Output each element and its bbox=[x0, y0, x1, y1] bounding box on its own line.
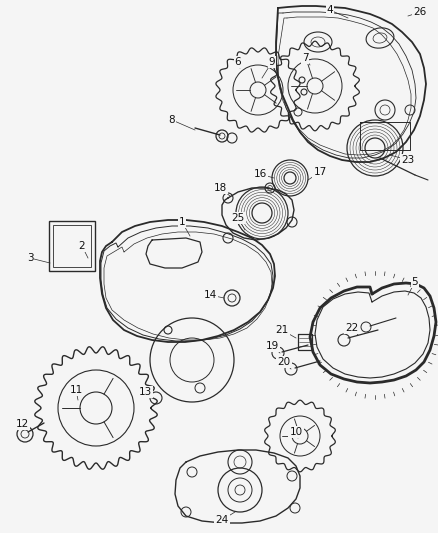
Text: 20: 20 bbox=[277, 357, 290, 367]
Text: 11: 11 bbox=[69, 385, 83, 395]
Text: 2: 2 bbox=[79, 241, 85, 251]
Text: 7: 7 bbox=[302, 53, 308, 63]
Text: 25: 25 bbox=[231, 213, 245, 223]
Text: 6: 6 bbox=[235, 57, 241, 67]
Text: 17: 17 bbox=[313, 167, 327, 177]
Text: 8: 8 bbox=[169, 115, 175, 125]
Text: 10: 10 bbox=[290, 427, 303, 437]
Text: 16: 16 bbox=[253, 169, 267, 179]
Text: 24: 24 bbox=[215, 515, 229, 525]
Text: 4: 4 bbox=[327, 5, 333, 15]
Text: 12: 12 bbox=[15, 419, 28, 429]
Text: 3: 3 bbox=[27, 253, 33, 263]
Text: 9: 9 bbox=[268, 57, 276, 67]
Text: 13: 13 bbox=[138, 387, 152, 397]
Text: 26: 26 bbox=[413, 7, 427, 17]
Text: 14: 14 bbox=[203, 290, 217, 300]
Text: 21: 21 bbox=[276, 325, 289, 335]
Text: 18: 18 bbox=[213, 183, 226, 193]
Text: 22: 22 bbox=[346, 323, 359, 333]
Text: 19: 19 bbox=[265, 341, 279, 351]
Text: 1: 1 bbox=[179, 217, 185, 227]
Text: 23: 23 bbox=[401, 155, 415, 165]
Text: 5: 5 bbox=[412, 277, 418, 287]
